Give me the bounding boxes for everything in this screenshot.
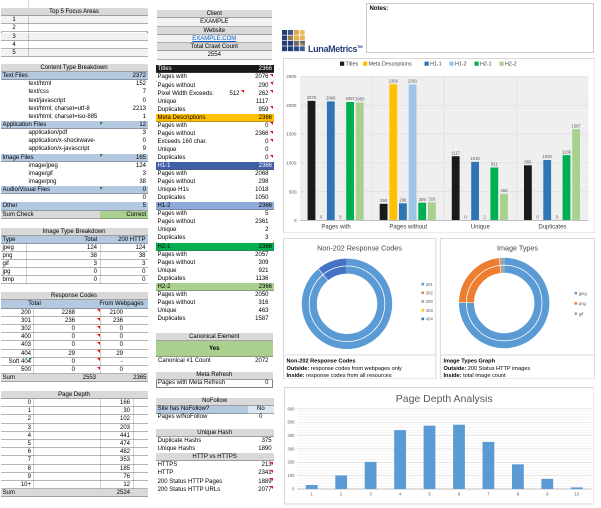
svg-text:200: 200 — [287, 460, 295, 465]
svg-text:301: 301 — [426, 281, 434, 286]
svg-text:Outside: 200 Status HTTP image: Outside: 200 Status HTTP images — [444, 365, 531, 371]
svg-text:Image Types Graph: Image Types Graph — [444, 358, 496, 364]
svg-text:2500: 2500 — [286, 74, 297, 79]
svg-text:316: 316 — [428, 196, 436, 201]
svg-text:1000: 1000 — [286, 160, 297, 165]
svg-text:9: 9 — [546, 492, 549, 497]
svg-text:3: 3 — [555, 214, 558, 219]
svg-text:Pages with: Pages with — [321, 224, 350, 230]
svg-text:1: 1 — [310, 492, 313, 497]
svg-text:H1-2: H1-2 — [455, 61, 467, 67]
svg-text:Inside: response codes from al: Inside: response codes from all resource… — [287, 373, 392, 379]
svg-text:404: 404 — [426, 316, 434, 321]
svg-text:Titles: Titles — [345, 61, 358, 67]
svg-text:png: png — [579, 301, 587, 306]
svg-text:0: 0 — [319, 214, 322, 219]
svg-text:290: 290 — [380, 198, 388, 203]
svg-text:463: 463 — [500, 188, 508, 193]
svg-text:2361: 2361 — [407, 78, 417, 83]
svg-text:Page Depth Analysis: Page Depth Analysis — [395, 393, 492, 405]
svg-text:500: 500 — [288, 189, 296, 194]
svg-text:5: 5 — [339, 214, 342, 219]
svg-text:6: 6 — [457, 492, 460, 497]
svg-text:4: 4 — [398, 492, 401, 497]
svg-text:Inside: total image count: Inside: total image count — [444, 373, 507, 379]
svg-text:298: 298 — [399, 197, 407, 202]
svg-text:2: 2 — [340, 492, 343, 497]
svg-text:2076: 2076 — [306, 95, 316, 100]
svg-text:gif: gif — [579, 311, 584, 316]
svg-text:2057: 2057 — [345, 96, 355, 101]
svg-text:jpeg: jpeg — [578, 290, 588, 295]
svg-text:H2-2: H2-2 — [505, 61, 517, 67]
svg-text:1117: 1117 — [451, 150, 460, 155]
svg-text:400: 400 — [426, 299, 434, 304]
svg-text:921: 921 — [490, 161, 498, 166]
svg-text:500: 500 — [287, 420, 295, 425]
svg-text:5: 5 — [428, 492, 431, 497]
svg-text:2: 2 — [483, 214, 486, 219]
svg-text:100: 100 — [287, 473, 295, 478]
svg-text:1587: 1587 — [571, 123, 581, 128]
svg-text:1050: 1050 — [542, 154, 552, 159]
svg-text:H2-1: H2-1 — [480, 61, 492, 67]
svg-text:Unique: Unique — [470, 224, 490, 230]
svg-text:3: 3 — [369, 492, 372, 497]
svg-text:400: 400 — [287, 433, 295, 438]
svg-text:10: 10 — [574, 492, 579, 497]
svg-text:0: 0 — [536, 214, 539, 219]
svg-text:Pages without: Pages without — [389, 224, 427, 230]
svg-text:1018: 1018 — [470, 156, 480, 161]
svg-text:0: 0 — [292, 486, 295, 491]
svg-text:2000: 2000 — [286, 102, 297, 107]
svg-text:Non-202 Response Codes: Non-202 Response Codes — [317, 243, 402, 252]
svg-text:Non-202 Response Codes: Non-202 Response Codes — [287, 358, 356, 364]
svg-text:309: 309 — [418, 196, 426, 201]
svg-text:300: 300 — [287, 446, 295, 451]
svg-text:2366: 2366 — [388, 78, 398, 83]
svg-text:959: 959 — [524, 159, 532, 164]
svg-text:Image Types: Image Types — [497, 243, 538, 252]
svg-text:600: 600 — [287, 406, 295, 411]
svg-text:0: 0 — [464, 214, 467, 219]
svg-text:2050: 2050 — [355, 96, 365, 101]
svg-text:2068: 2068 — [326, 95, 336, 100]
svg-text:Outside: response codes from w: Outside: response codes from webpages on… — [287, 365, 403, 371]
svg-text:302: 302 — [426, 290, 434, 295]
svg-text:8: 8 — [516, 492, 519, 497]
svg-text:1500: 1500 — [286, 131, 297, 136]
svg-text:1136: 1136 — [561, 149, 571, 154]
svg-text:0: 0 — [293, 218, 296, 223]
svg-text:Duplicates: Duplicates — [538, 224, 566, 230]
svg-text:Meta Descriptions: Meta Descriptions — [368, 61, 411, 67]
svg-text:7: 7 — [487, 492, 490, 497]
svg-text:403: 403 — [426, 307, 434, 312]
svg-text:H1-1: H1-1 — [430, 61, 442, 67]
